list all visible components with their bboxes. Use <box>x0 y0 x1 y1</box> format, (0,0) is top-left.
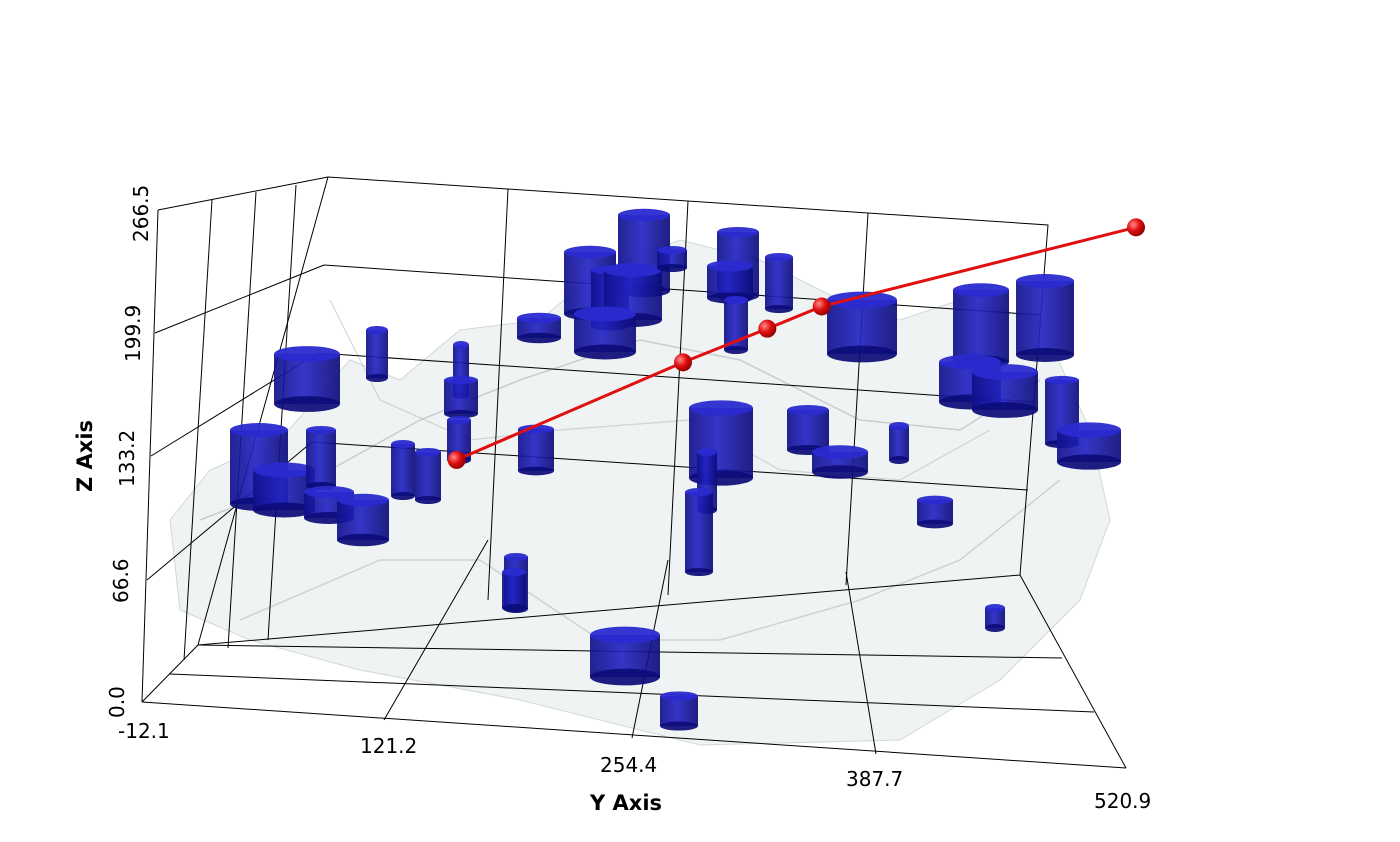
cylinder-marker <box>518 424 554 476</box>
z-axis-title: Z Axis <box>73 420 97 492</box>
cylinder-markers <box>230 208 1121 731</box>
cylinder-marker <box>827 291 897 363</box>
z-tick-label: 199.9 <box>121 305 145 362</box>
trajectory-point <box>1127 218 1145 237</box>
terrain-surface <box>169 239 1111 746</box>
cylinder-marker <box>812 445 868 479</box>
y-tick-label: -12.1 <box>118 719 170 743</box>
cylinder-marker <box>366 326 388 382</box>
cylinder-marker <box>1016 274 1074 362</box>
cylinder-marker <box>889 422 909 464</box>
cylinder-marker <box>415 448 441 504</box>
z-tick-label: 133.2 <box>115 430 139 487</box>
cylinder-marker <box>502 568 526 612</box>
cylinder-marker <box>1057 422 1121 470</box>
z-tick-label: 66.6 <box>109 558 133 603</box>
cylinder-marker <box>337 493 389 547</box>
cylinder-marker <box>985 604 1005 632</box>
cylinder-marker <box>274 346 340 412</box>
cylinder-marker <box>306 426 336 490</box>
y-tick-label: 387.7 <box>846 767 903 791</box>
cylinder-marker <box>574 306 636 360</box>
trajectory-series <box>447 218 1145 469</box>
cylinder-marker <box>444 375 478 419</box>
cylinder-marker <box>391 440 415 500</box>
trajectory-point <box>674 353 692 372</box>
cylinder-marker <box>253 462 315 518</box>
cylinder-marker <box>724 296 748 354</box>
y-axis-title: Y Axis <box>589 791 662 815</box>
trajectory-point <box>758 319 777 338</box>
trajectory-point <box>447 450 466 469</box>
trajectory-point <box>812 297 831 316</box>
z-tick-label: 0.0 <box>105 686 129 718</box>
z-tick-label: 266.5 <box>129 185 153 242</box>
axis-grid <box>141 176 1127 769</box>
cylinder-marker <box>657 246 687 272</box>
y-tick-label: 520.9 <box>1094 789 1151 813</box>
cylinder-marker <box>765 253 793 313</box>
cylinder-marker <box>685 488 713 576</box>
cylinder-marker <box>689 400 753 486</box>
cylinder-marker <box>917 495 953 529</box>
cylinder-marker <box>660 691 698 731</box>
cylinder-marker <box>972 364 1038 418</box>
cylinder-marker <box>517 312 561 344</box>
y-tick-label: 254.4 <box>600 753 657 777</box>
cylinder-marker <box>590 626 660 686</box>
y-tick-label: 121.2 <box>360 734 417 758</box>
cylinder-marker <box>707 260 753 304</box>
axis-ticks: -12.1 121.2 254.4 387.7 520.9 0.0 66.6 133.2 199… <box>105 185 1151 813</box>
